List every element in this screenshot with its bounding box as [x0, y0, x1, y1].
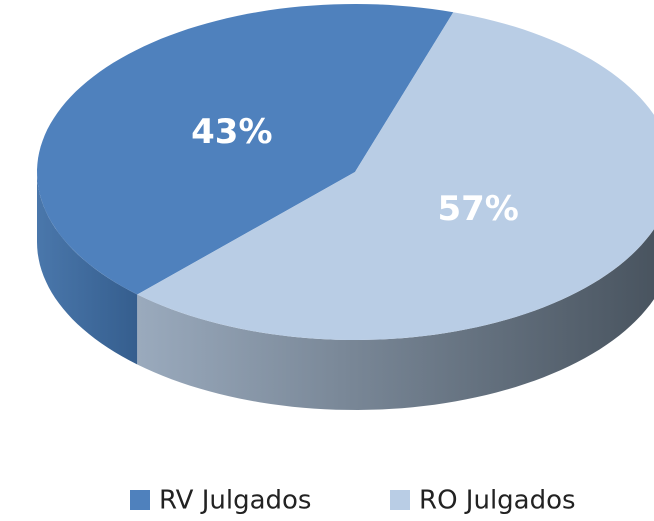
legend-swatch — [130, 490, 150, 510]
data-label: 43% — [191, 112, 272, 152]
pie-slice — [37, 4, 454, 295]
legend-swatch — [390, 490, 410, 510]
pie-slice — [137, 12, 654, 340]
data-label: 57% — [437, 189, 518, 229]
legend-label: RV Julgados — [159, 486, 311, 516]
pie-side — [37, 172, 138, 365]
pie-side — [137, 229, 654, 410]
legend-label: RO Julgados — [419, 486, 576, 516]
